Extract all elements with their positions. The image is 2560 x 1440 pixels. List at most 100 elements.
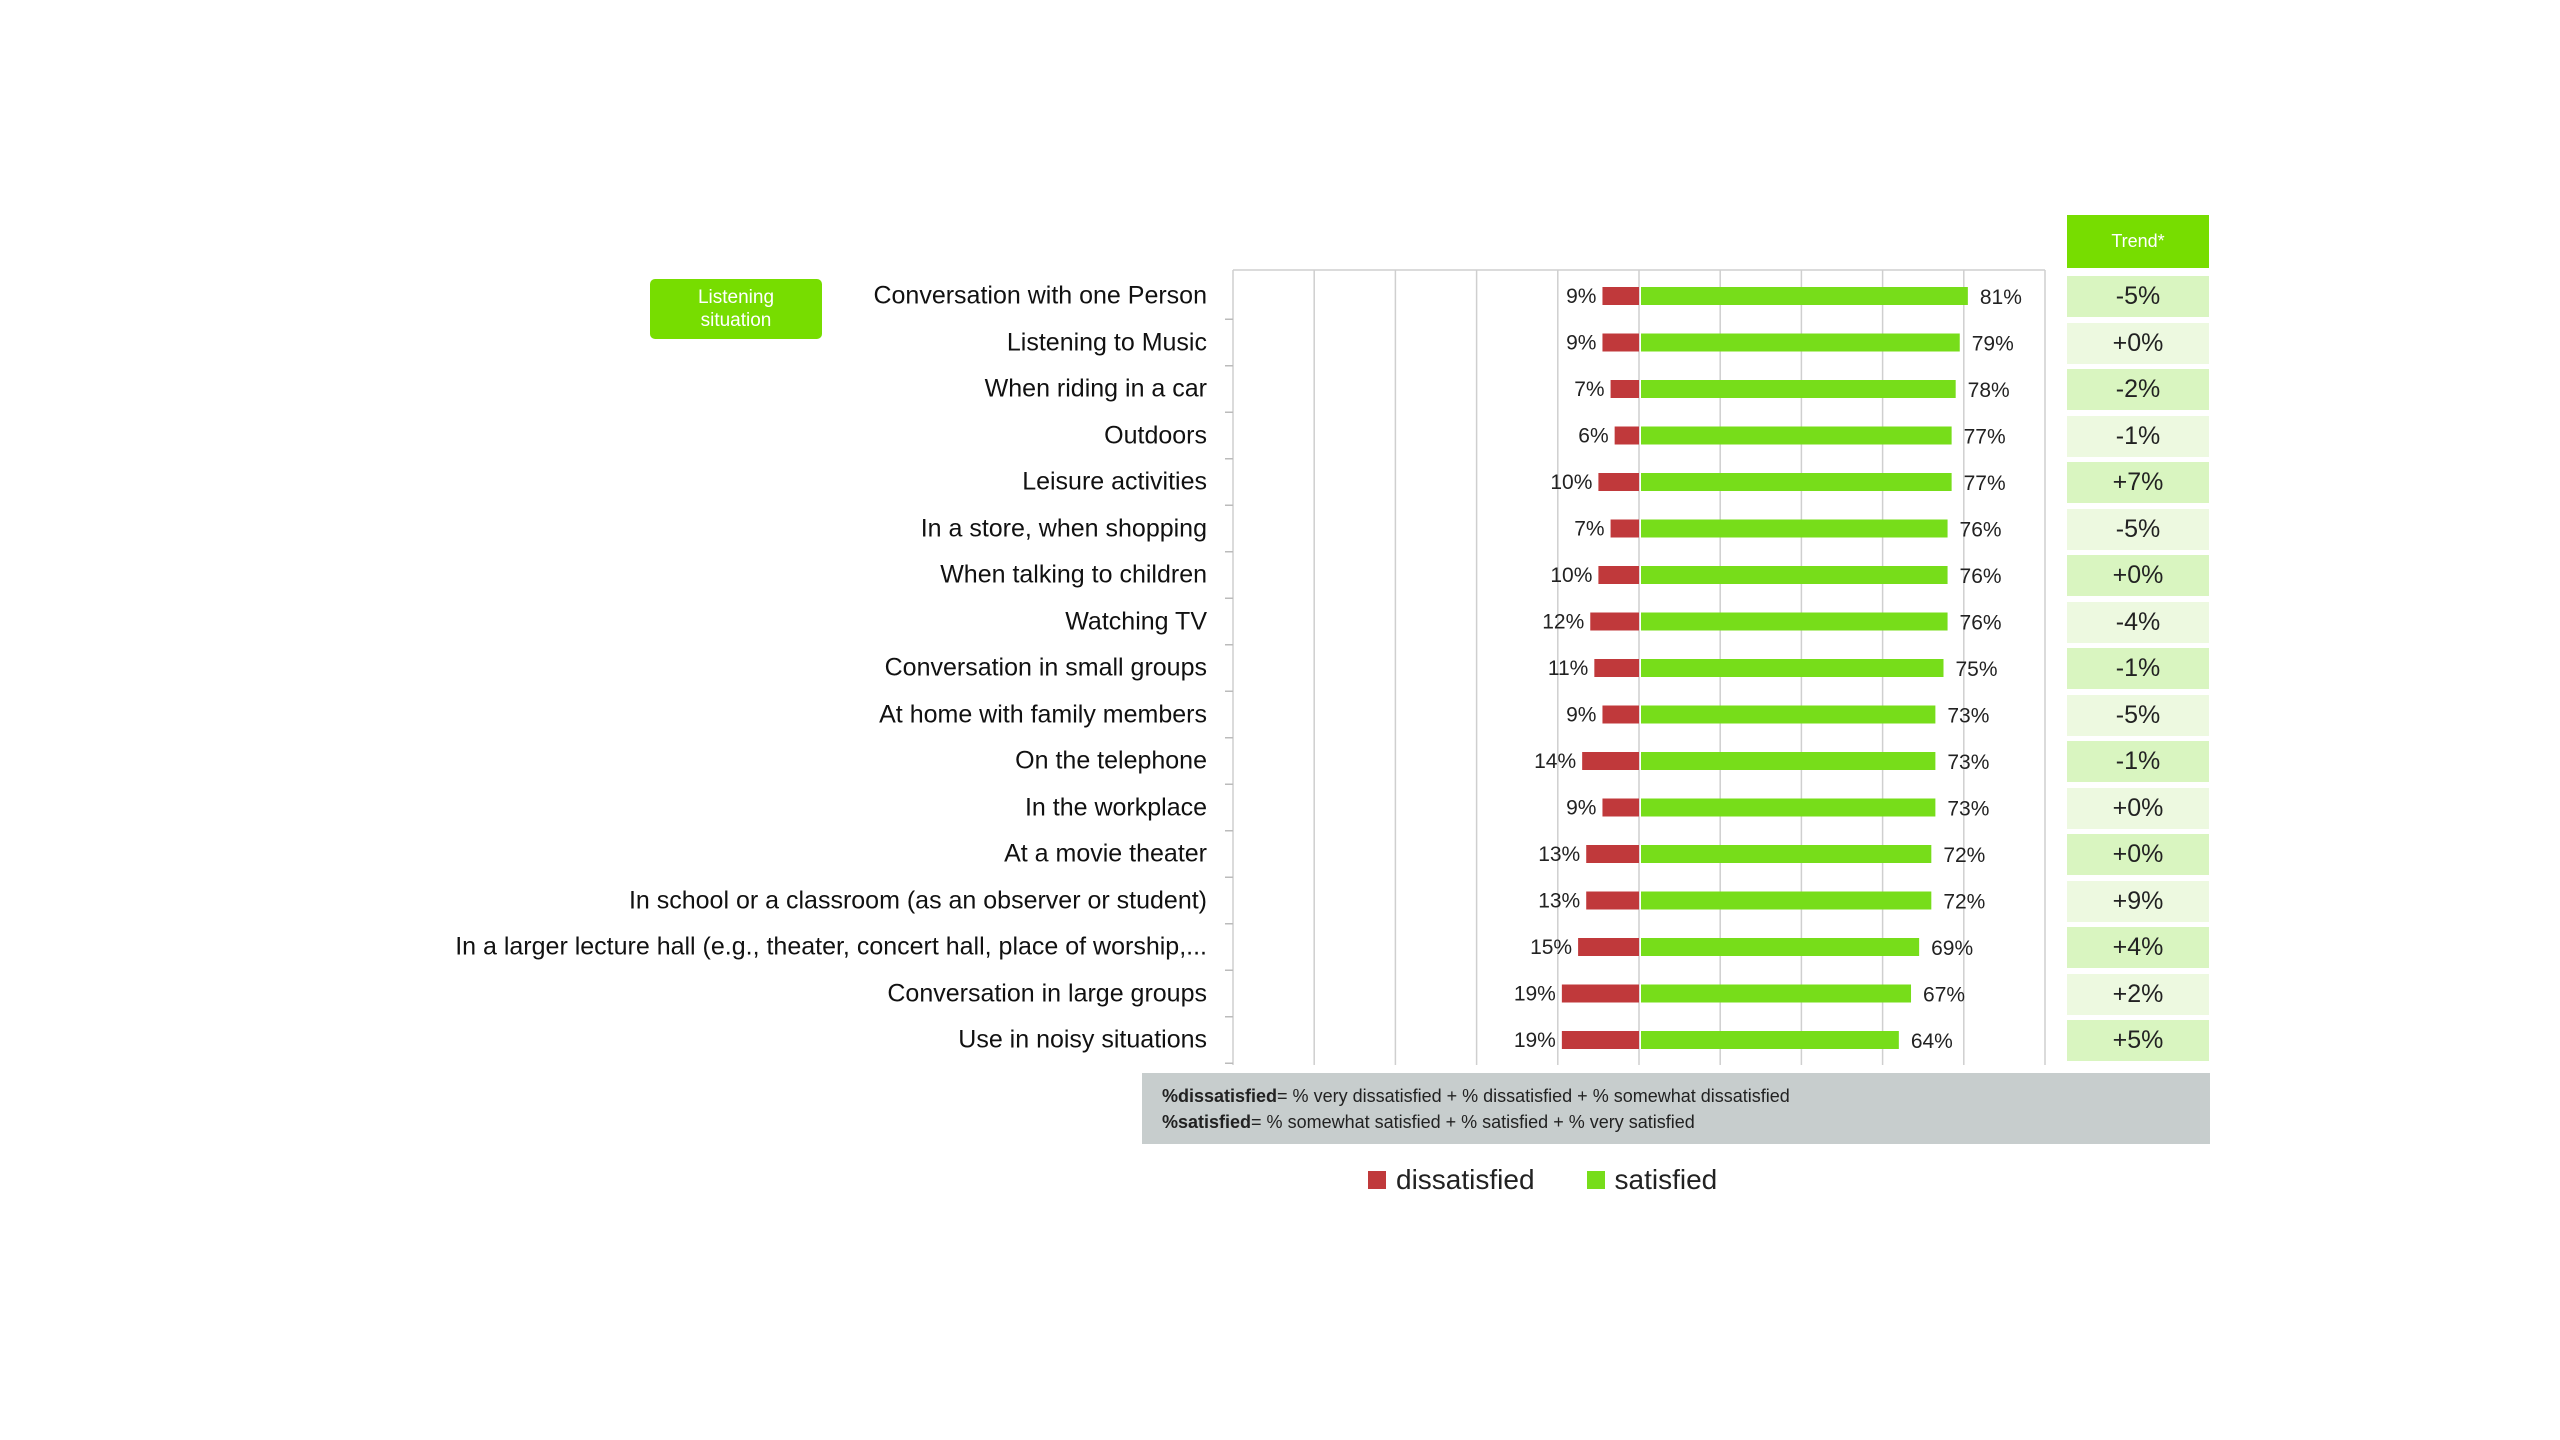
trend-value: +0% [2067,834,2209,875]
trend-value: +0% [2067,787,2209,829]
data-label-dissatisfied: 11% [1548,657,1588,680]
footnote-line-satisfied: %satisfied= % somewhat satisfied + % sat… [1162,1109,2210,1135]
legend-label-dissatisfied: dissatisfied [1396,1164,1535,1195]
data-label-dissatisfied: 10% [1550,471,1592,494]
data-label-dissatisfied: 13% [1538,890,1580,913]
data-label-dissatisfied: 6% [1578,425,1608,448]
definition-footnote: %dissatisfied= % very dissatisfied + % d… [1142,1073,2210,1144]
category-label: Leisure activities [1022,467,1207,496]
bar-satisfied [1641,426,1952,445]
category-label: Conversation in small groups [884,653,1207,682]
category-label: Conversation with one Person [873,281,1207,310]
bar-satisfied [1641,287,1968,305]
bar-satisfied [1641,519,1948,538]
category-label: At a movie theater [1004,839,1207,868]
bar-dissatisfied [1610,380,1639,398]
data-label-dissatisfied: 9% [1566,797,1596,820]
data-label-satisfied: 64% [1911,1030,1953,1053]
trend-value: +4% [2067,927,2209,968]
trend-value: -4% [2067,601,2209,643]
bar-satisfied [1641,798,1936,817]
data-label-satisfied: 72% [1943,844,1985,867]
legend-item-satisfied: satisfied [1586,1164,1718,1196]
category-label: In the workplace [1024,793,1207,821]
trend-value: +7% [2067,462,2209,503]
bar-dissatisfied [1598,566,1639,584]
data-label-satisfied: 76% [1960,565,2002,588]
data-label-dissatisfied: 9% [1566,285,1596,308]
data-label-dissatisfied: 7% [1574,518,1604,541]
data-label-satisfied: 76% [1960,612,2002,635]
data-label-satisfied: 69% [1931,937,1973,960]
footnote-line-dissatisfied: %dissatisfied= % very dissatisfied + % d… [1162,1083,2210,1109]
legend-item-dissatisfied: dissatisfied [1368,1164,1535,1196]
bar-satisfied [1641,473,1952,491]
bar-dissatisfied [1602,333,1639,352]
bar-satisfied [1641,566,1948,584]
bar-satisfied [1641,752,1936,770]
category-label: Conversation in large groups [887,979,1207,1007]
category-label: Watching TV [1065,607,1207,635]
trend-value: +0% [2067,555,2209,596]
bar-dissatisfied [1602,287,1639,305]
trend-value: -5% [2067,508,2209,550]
legend-swatch-satisfied [1586,1171,1605,1189]
footnote-term-dissatisfied: %dissatisfied [1162,1086,1278,1106]
data-label-satisfied: 72% [1943,891,1985,914]
bar-satisfied [1641,984,1912,1003]
data-label-satisfied: 77% [1964,472,2006,495]
bar-dissatisfied [1614,426,1639,445]
bar-dissatisfied [1582,752,1639,770]
bar-satisfied [1641,705,1936,724]
data-label-dissatisfied: 12% [1542,611,1584,634]
data-label-dissatisfied: 7% [1574,378,1604,401]
data-label-satisfied: 81% [1980,286,2022,309]
bar-dissatisfied [1561,984,1639,1003]
data-label-dissatisfied: 19% [1514,983,1556,1006]
bar-dissatisfied [1586,845,1639,863]
bar-dissatisfied [1586,891,1639,910]
bar-satisfied [1641,659,1944,677]
data-label-dissatisfied: 9% [1566,704,1596,727]
bar-dissatisfied [1594,659,1639,677]
bar-dissatisfied [1610,519,1639,538]
data-label-satisfied: 77% [1964,426,2006,449]
bar-satisfied [1641,612,1948,631]
category-label: Listening to Music [1006,328,1207,356]
trend-value: +9% [2067,880,2209,922]
footnote-definition-satisfied: = % somewhat satisfied + % satisfied + %… [1251,1112,1695,1132]
data-label-dissatisfied: 9% [1566,332,1596,355]
bar-dissatisfied [1590,612,1639,631]
listening-situation-badge: Listening situation [650,279,822,339]
category-label: At home with family members [879,700,1207,728]
data-label-dissatisfied: 10% [1550,564,1592,587]
legend-swatch-dissatisfied [1368,1171,1386,1189]
category-label: In school or a classroom (as an observer… [628,886,1207,914]
legend: dissatisfied satisfied [1368,1162,1717,1198]
trend-value: -1% [2067,741,2209,782]
bar-satisfied [1641,1031,1899,1049]
data-label-satisfied: 67% [1923,984,1965,1007]
category-label: On the telephone [1015,746,1207,775]
category-label: In a larger lecture hall (e.g., theater,… [455,932,1207,961]
data-label-satisfied: 73% [1947,705,1989,728]
trend-value: +5% [2067,1020,2209,1061]
trend-value: +0% [2067,322,2209,364]
trend-value: -5% [2067,276,2209,317]
bar-satisfied [1641,333,1960,352]
legend-label-satisfied: satisfied [1614,1164,1718,1195]
data-label-satisfied: 73% [1947,751,1989,774]
data-label-satisfied: 78% [1968,379,2010,402]
bar-dissatisfied [1561,1031,1639,1049]
data-label-dissatisfied: 19% [1514,1029,1556,1052]
bar-satisfied [1641,380,1956,398]
data-label-dissatisfied: 13% [1538,843,1580,866]
bar-dissatisfied [1602,798,1639,817]
bar-dissatisfied [1602,705,1639,724]
bar-satisfied [1641,891,1932,910]
bar-satisfied [1641,938,1920,956]
trend-value: -2% [2067,369,2209,410]
category-label: Outdoors [1104,421,1207,449]
category-label: In a store, when shopping [920,514,1207,542]
